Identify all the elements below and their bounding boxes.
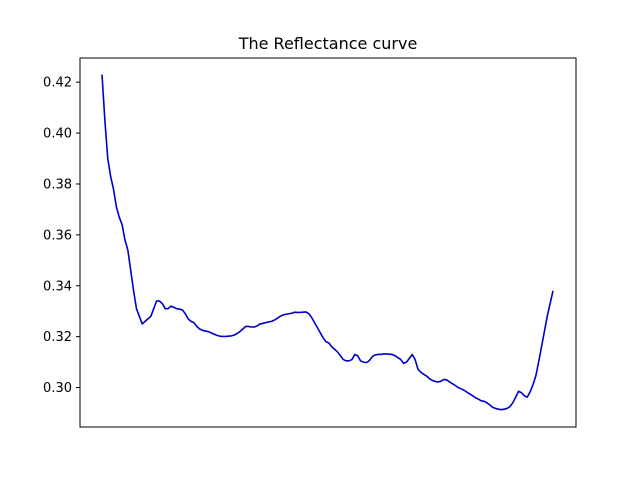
chart-title: The Reflectance curve <box>238 34 418 53</box>
y-tick-label: 0.30 <box>43 381 72 396</box>
y-tick-label: 0.32 <box>43 330 72 345</box>
reflectance-series-line <box>101 74 554 411</box>
y-tick-label: 0.38 <box>43 177 72 192</box>
y-tick-label: 0.36 <box>43 228 72 243</box>
y-tick-label: 0.40 <box>43 127 72 142</box>
y-tick-label: 0.42 <box>43 76 72 91</box>
plot-area-frame <box>79 57 577 428</box>
y-tick-label: 0.34 <box>43 279 72 294</box>
y-axis-ticks: 0.30 0.32 0.34 0.36 0.38 0.40 0.42 <box>43 76 80 396</box>
